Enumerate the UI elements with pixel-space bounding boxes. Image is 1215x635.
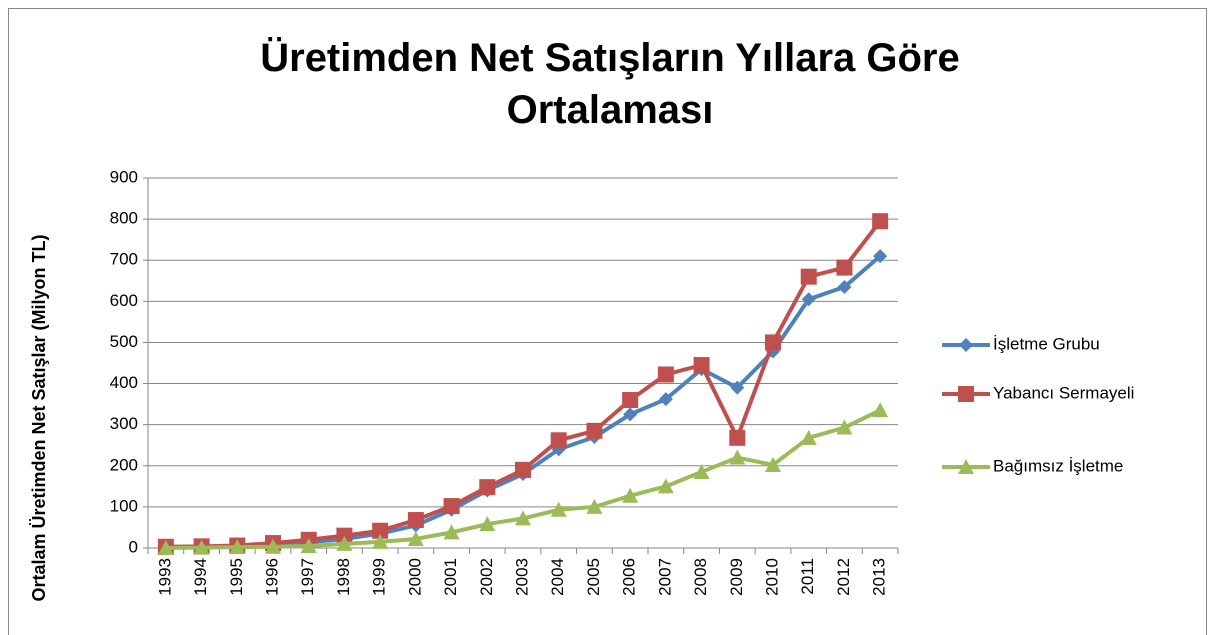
x-tick-label: 2003 [512, 558, 531, 596]
legend-label: İşletme Grubu [993, 334, 1100, 353]
marker [693, 463, 710, 479]
x-tick-label: 1997 [298, 558, 317, 596]
x-tick-label: 1993 [155, 558, 174, 596]
marker [729, 429, 746, 446]
marker [336, 535, 353, 551]
legend-marker [958, 459, 974, 474]
x-tick-label: 2009 [727, 558, 746, 596]
marker [336, 527, 353, 544]
marker [872, 213, 889, 230]
marker [550, 501, 567, 517]
x-tick-label: 2005 [584, 558, 603, 596]
x-tick-label: 2000 [405, 558, 424, 596]
y-tick-label: 500 [110, 332, 138, 351]
marker [765, 334, 781, 351]
marker [586, 422, 603, 439]
chart-title: Üretimden Net Satışların Yıllara Göre Or… [260, 36, 960, 132]
chart-border [8, 8, 1207, 635]
x-tick-label: 1998 [334, 558, 353, 596]
marker [550, 432, 567, 449]
x-tick-label: 1995 [227, 558, 246, 596]
marker [657, 478, 674, 494]
x-tick-label: 2012 [834, 558, 853, 596]
x-tick-label: 2002 [477, 558, 496, 596]
marker [300, 537, 317, 553]
marker [657, 366, 674, 383]
marker [800, 429, 817, 445]
x-tick-label: 2008 [691, 558, 710, 596]
marker [836, 259, 853, 276]
legend-label: Bağımsız İşletme [993, 456, 1123, 475]
x-tick-label: 2001 [441, 558, 460, 596]
x-tick-label: 2006 [620, 558, 639, 596]
marker [623, 407, 638, 422]
marker [515, 510, 531, 526]
marker [479, 479, 496, 496]
marker [193, 539, 210, 555]
series-line [165, 254, 882, 550]
y-tick-label: 900 [110, 167, 138, 186]
marker [622, 487, 639, 503]
marker [586, 498, 603, 514]
marker [730, 380, 745, 395]
marker [265, 538, 281, 554]
x-tick-label: 1999 [370, 558, 389, 596]
marker [229, 539, 246, 555]
x-tick-label: 1994 [191, 558, 210, 596]
y-tick-label: 200 [110, 455, 138, 474]
marker [372, 522, 389, 539]
x-tick-label: 1996 [262, 558, 281, 596]
y-tick-label: 400 [110, 373, 138, 392]
y-axis-label: Ortalam Üretimden Net Satışlar (Milyon T… [29, 234, 49, 601]
y-tick-label: 600 [110, 291, 138, 310]
marker [693, 357, 710, 374]
marker [872, 402, 889, 418]
marker [801, 292, 816, 307]
y-tick-label: 300 [110, 414, 138, 433]
marker [515, 461, 531, 478]
legend-marker [959, 338, 973, 352]
x-tick-label: 2004 [548, 558, 567, 596]
marker [622, 392, 639, 408]
y-tick-label: 700 [110, 250, 138, 269]
y-tick-label: 0 [129, 537, 138, 556]
x-tick-label: 2007 [655, 558, 674, 596]
marker [837, 279, 852, 294]
marker [873, 249, 888, 264]
legend-label: Yabancı Sermayeli [993, 383, 1134, 402]
x-tick-label: 2010 [762, 558, 781, 596]
marker [836, 419, 853, 435]
marker [407, 512, 424, 529]
marker [407, 530, 424, 546]
y-tick-label: 100 [110, 496, 138, 515]
marker [800, 268, 817, 285]
marker [157, 540, 174, 555]
y-tick-label: 800 [110, 209, 138, 228]
legend-marker [958, 386, 974, 402]
marker [443, 498, 460, 515]
marker [765, 456, 781, 472]
marker [479, 516, 496, 532]
x-tick-label: 2013 [870, 558, 889, 596]
marker [443, 524, 460, 540]
marker [372, 533, 389, 549]
x-tick-label: 2011 [798, 558, 817, 595]
marker [729, 449, 746, 465]
marker [658, 392, 673, 407]
